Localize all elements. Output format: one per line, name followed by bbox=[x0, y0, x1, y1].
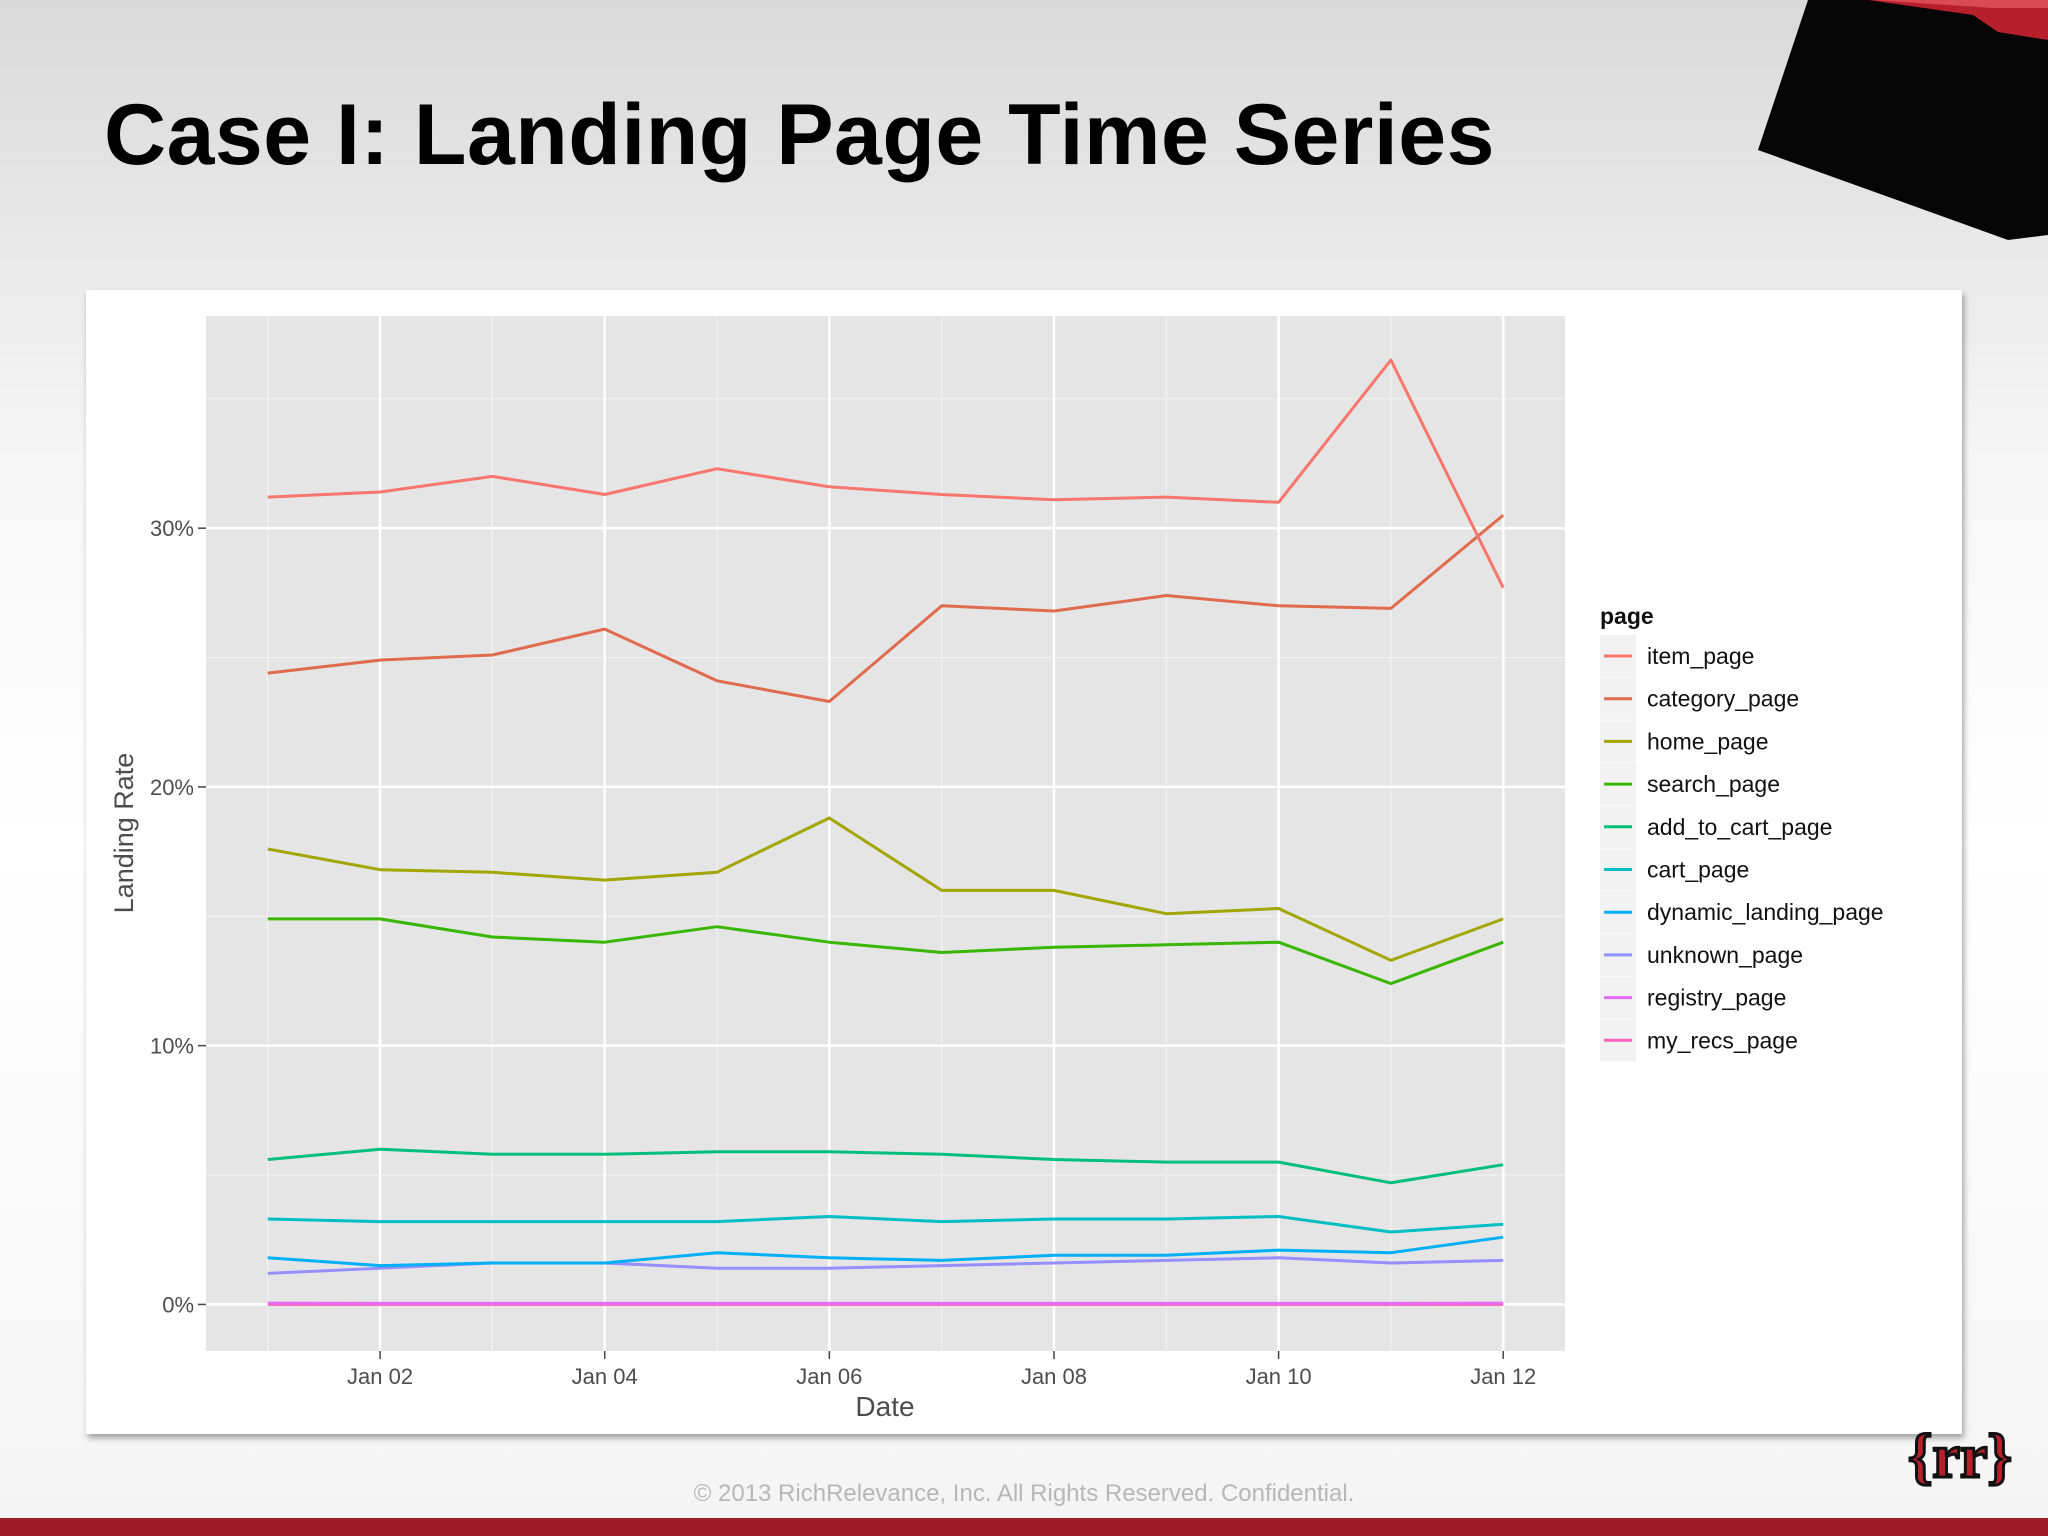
legend-item: registry_page bbox=[1600, 976, 1786, 1019]
legend-title: page bbox=[1600, 603, 1654, 629]
x-tick-label: Jan 10 bbox=[1246, 1364, 1312, 1389]
series-line-dynamic-landing-page bbox=[267, 1235, 1504, 1268]
legend-item: category_page bbox=[1600, 677, 1799, 720]
series-line-item-page bbox=[267, 358, 1505, 589]
series-line-search-page bbox=[267, 917, 1504, 986]
series-line-home-page bbox=[267, 816, 1504, 962]
plot-panel bbox=[206, 316, 1565, 1351]
series-line-cart-page bbox=[267, 1215, 1504, 1234]
legend-item: add_to_cart_page bbox=[1600, 805, 1832, 848]
y-tick-label: 20% bbox=[150, 775, 194, 800]
legend-item: cart_page bbox=[1600, 848, 1749, 891]
legend-label: home_page bbox=[1647, 728, 1769, 754]
legend-label: add_to_cart_page bbox=[1647, 814, 1832, 840]
folder-tab-decoration bbox=[1758, 0, 2048, 240]
y-tick-label: 0% bbox=[162, 1292, 194, 1317]
legend-item: item_page bbox=[1600, 635, 1754, 677]
bottom-bar bbox=[0, 1518, 2048, 1536]
legend: page item_page category_page home_pagesear… bbox=[1600, 603, 1884, 1062]
slide-title: Case I: Landing Page Time Series bbox=[104, 87, 1495, 183]
x-tick-label: Jan 04 bbox=[572, 1364, 638, 1389]
legend-label: unknown_page bbox=[1647, 942, 1803, 968]
y-tick-label: 10% bbox=[150, 1034, 194, 1059]
legend-label: dynamic_landing_page bbox=[1647, 899, 1884, 925]
legend-label: my_recs_page bbox=[1647, 1027, 1798, 1053]
y-axis: 0% 10% 20% 30% bbox=[150, 516, 206, 1317]
series-line-category-page bbox=[267, 514, 1505, 703]
series-line-add-to-cart-page bbox=[267, 1147, 1504, 1185]
series-lines bbox=[267, 358, 1505, 1306]
x-axis: Jan 02 Jan 04 Jan 06 Jan 08 Jan 10 Jan 12 bbox=[347, 1351, 1536, 1389]
x-axis-label: Date bbox=[855, 1391, 914, 1422]
legend-label: cart_page bbox=[1647, 857, 1749, 883]
legend-item: unknown_page bbox=[1600, 933, 1803, 976]
legend-item: search_page bbox=[1600, 763, 1780, 806]
x-tick-label: Jan 06 bbox=[796, 1364, 862, 1389]
y-tick-label: 30% bbox=[150, 516, 194, 541]
x-tick-label: Jan 12 bbox=[1470, 1364, 1536, 1389]
legend-item: home_page bbox=[1600, 720, 1769, 763]
legend-item: dynamic_landing_page bbox=[1600, 891, 1884, 934]
x-tick-label: Jan 02 bbox=[347, 1364, 413, 1389]
rr-logo-text: {rr} bbox=[1907, 1422, 2014, 1493]
x-tick-label: Jan 08 bbox=[1021, 1364, 1087, 1389]
footer-copyright: © 2013 RichRelevance, Inc. All Rights Re… bbox=[693, 1480, 1355, 1507]
legend-label: item_page bbox=[1647, 643, 1754, 669]
legend-item: my_recs_page bbox=[1600, 1019, 1798, 1062]
y-axis-label: Landing Rate bbox=[109, 753, 139, 914]
rr-logo: {rr} bbox=[1907, 1422, 2028, 1502]
legend-label: search_page bbox=[1647, 771, 1780, 797]
legend-label: category_page bbox=[1647, 686, 1799, 712]
legend-label: registry_page bbox=[1647, 985, 1786, 1011]
